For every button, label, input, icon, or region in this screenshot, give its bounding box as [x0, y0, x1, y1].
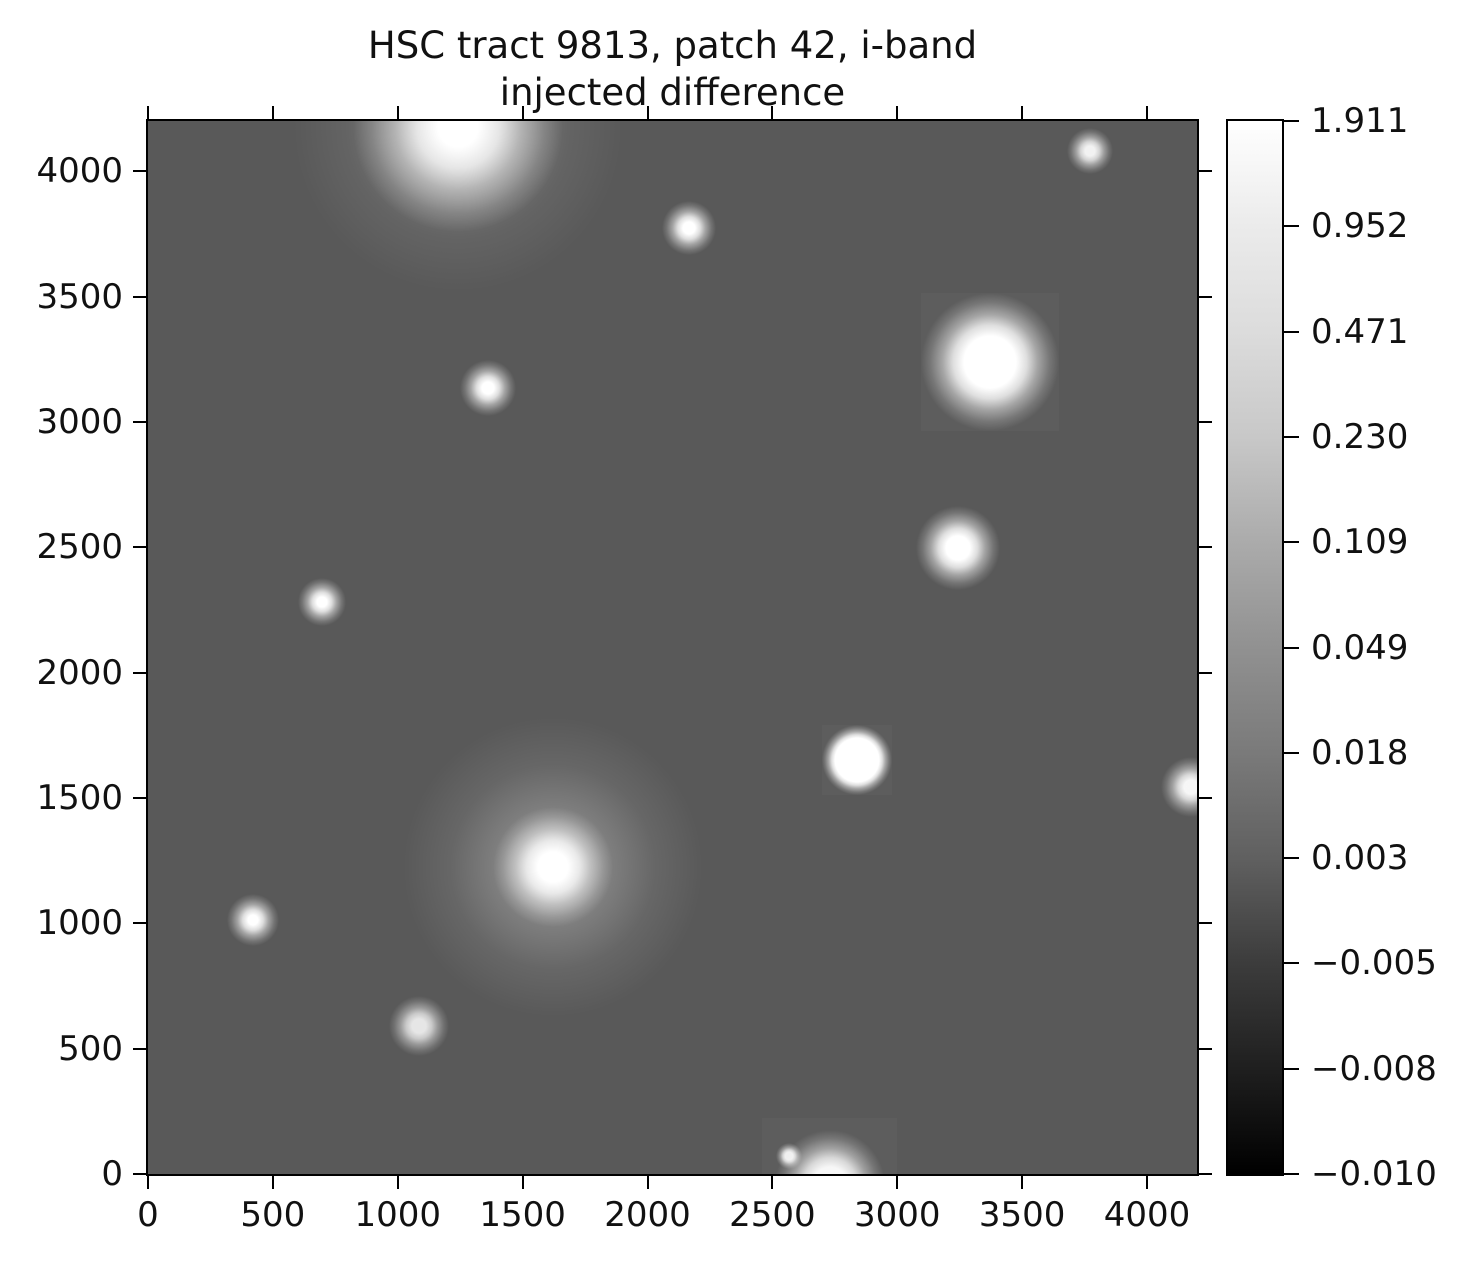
x-tick-bottom	[396, 1176, 399, 1189]
source-blob	[822, 725, 893, 796]
colorbar-tick-label: 0.230	[1311, 416, 1409, 457]
y-tick-left	[133, 671, 146, 674]
source-blob	[775, 1143, 802, 1170]
colorbar-tick	[1284, 646, 1299, 649]
y-tick-left	[133, 546, 146, 549]
source-blob	[226, 893, 279, 946]
colorbar-tick	[1284, 435, 1299, 438]
y-tick-label: 3500	[36, 276, 123, 317]
y-tick-left	[133, 295, 146, 298]
source-blob	[916, 506, 1001, 591]
x-tick-bottom	[896, 1176, 899, 1189]
colorbar-tick-label: 0.018	[1311, 732, 1409, 773]
source-blob	[492, 806, 613, 927]
y-tick-label: 4000	[36, 151, 123, 192]
source-blob	[352, 121, 563, 233]
y-tick-left	[133, 420, 146, 423]
source-blob	[661, 200, 716, 255]
image-panel	[148, 121, 1197, 1174]
y-tick-left	[133, 922, 146, 925]
colorbar-tick	[1284, 120, 1299, 122]
colorbar-tick-label: 0.003	[1311, 838, 1409, 879]
colorbar-tick-label: −0.008	[1311, 1048, 1437, 1089]
injection-stamp	[822, 725, 893, 796]
x-tick-label: 3500	[978, 1195, 1066, 1235]
source-blob	[459, 360, 516, 416]
y-tick-left	[133, 170, 146, 173]
x-tick-bottom	[521, 1176, 524, 1189]
x-tick-label: 1000	[354, 1195, 442, 1235]
x-tick-top	[396, 106, 399, 119]
x-tick-top	[147, 106, 149, 119]
source-blob	[388, 996, 449, 1057]
colorbar-tick-label: 0.952	[1311, 206, 1409, 247]
y-tick-label: 1000	[36, 903, 123, 944]
y-tick-right	[1199, 420, 1212, 423]
colorbar-tick	[1284, 857, 1299, 860]
x-tick-top	[1021, 106, 1024, 119]
colorbar-tick	[1284, 1173, 1299, 1175]
colorbar-tick-label: 0.471	[1311, 311, 1409, 352]
y-tick-left	[133, 1173, 146, 1175]
x-tick-label: 2000	[604, 1195, 691, 1235]
x-tick-label: 4000	[1103, 1195, 1191, 1235]
y-tick-right	[1199, 170, 1212, 173]
x-tick-bottom	[147, 1176, 149, 1189]
x-tick-top	[1146, 106, 1149, 119]
y-tick-right	[1199, 1173, 1212, 1175]
source-blob	[297, 578, 346, 627]
x-tick-top	[521, 106, 524, 119]
x-tick-label: 1500	[479, 1195, 566, 1235]
colorbar-tick	[1284, 541, 1299, 544]
plot-title: HSC tract 9813, patch 42, i-band injecte…	[148, 22, 1197, 116]
x-tick-bottom	[646, 1176, 649, 1189]
y-tick-right	[1199, 671, 1212, 674]
x-tick-label: 500	[240, 1195, 306, 1235]
colorbar-tick-label: −0.005	[1311, 943, 1437, 984]
y-tick-right	[1199, 295, 1212, 298]
colorbar-gradient	[1228, 121, 1282, 1174]
y-tick-label: 0	[101, 1154, 123, 1194]
y-tick-right	[1199, 1047, 1212, 1050]
title-line-2: injected difference	[499, 71, 846, 114]
colorbar-tick-label: 0.109	[1311, 522, 1409, 563]
y-tick-label: 2500	[36, 527, 123, 568]
colorbar-tick-label: −0.010	[1311, 1154, 1437, 1194]
source-blob	[920, 292, 1059, 431]
x-tick-top	[896, 106, 899, 119]
colorbar-tick-label: 1.911	[1311, 101, 1409, 141]
y-tick-label: 2000	[36, 652, 123, 693]
x-tick-bottom	[771, 1176, 774, 1189]
y-tick-left	[133, 796, 146, 799]
y-tick-right	[1199, 922, 1212, 925]
x-tick-top	[646, 106, 649, 119]
x-tick-bottom	[1021, 1176, 1024, 1189]
y-tick-left	[133, 1047, 146, 1050]
colorbar-tick	[1284, 751, 1299, 754]
x-tick-top	[271, 106, 274, 119]
y-tick-label: 500	[58, 1028, 123, 1069]
x-tick-bottom	[271, 1176, 274, 1189]
y-tick-right	[1199, 546, 1212, 549]
x-tick-label: 3000	[854, 1195, 941, 1235]
colorbar-tick	[1284, 1067, 1299, 1070]
source-blob	[1160, 756, 1197, 817]
x-tick-label: 0	[137, 1195, 159, 1235]
colorbar-tick	[1284, 962, 1299, 965]
source-blob	[1066, 128, 1113, 175]
x-tick-top	[771, 106, 774, 119]
colorbar-tick-label: 0.049	[1311, 627, 1409, 668]
y-tick-right	[1199, 796, 1212, 799]
x-tick-bottom	[1146, 1176, 1149, 1189]
injection-stamp	[920, 292, 1059, 431]
y-tick-label: 3000	[36, 401, 123, 442]
title-line-1: HSC tract 9813, patch 42, i-band	[367, 24, 978, 67]
y-tick-label: 1500	[36, 777, 123, 818]
x-tick-label: 2500	[729, 1195, 816, 1235]
colorbar-tick	[1284, 330, 1299, 333]
colorbar-tick	[1284, 225, 1299, 228]
